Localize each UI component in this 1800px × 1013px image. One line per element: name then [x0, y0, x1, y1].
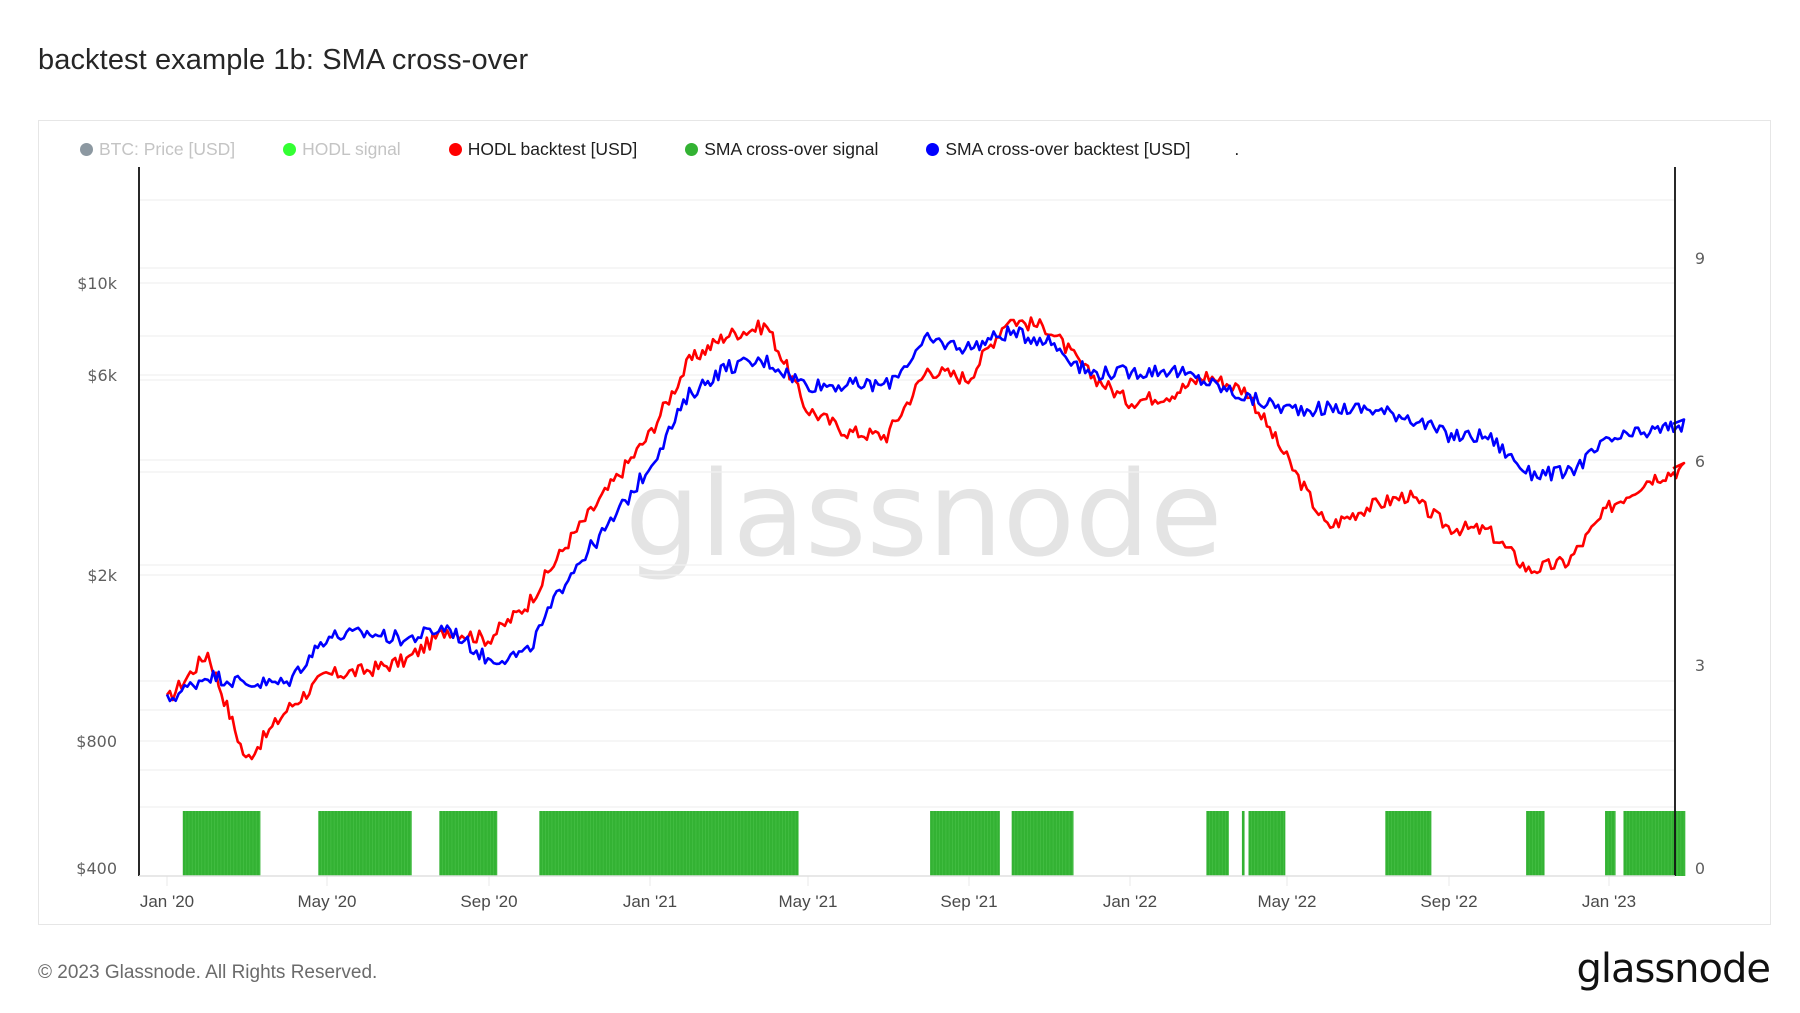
legend-dot-icon — [926, 142, 940, 156]
x-tick-label: Jan '23 — [1582, 892, 1636, 911]
x-tick-label: Sep '21 — [940, 892, 997, 911]
x-tick-label: Sep '22 — [1420, 892, 1477, 911]
x-tick-label: Jan '21 — [623, 892, 677, 911]
sma-signal-bars — [182, 811, 1686, 876]
legend-label: HODL backtest [USD] — [467, 138, 638, 159]
y-left-tick-label: $400 — [76, 859, 117, 878]
legend-item-hodl-backtest-usd[interactable]: HODL backtest [USD] — [448, 138, 638, 160]
glassnode-logo: glassnode — [1576, 946, 1771, 992]
legend-label: BTC: Price [USD] — [99, 138, 236, 159]
y-left-tick-label: $800 — [76, 732, 117, 751]
legend-item-sma-cross-over-signal[interactable]: SMA cross-over signal — [685, 139, 878, 160]
x-tick-label: Jan '22 — [1103, 892, 1157, 911]
x-tick-label: Sep '20 — [460, 892, 517, 911]
footer-copyright: © 2023 Glassnode. All Rights Reserved. — [38, 962, 378, 983]
page-title: backtest example 1b: SMA cross-over — [38, 44, 529, 76]
legend-label: HODL signal — [302, 138, 401, 159]
watermark: glassnode — [625, 445, 1222, 583]
x-tick-label: May '21 — [779, 892, 838, 911]
y-right-tick-label: 0 — [1695, 859, 1705, 878]
legend-label: SMA cross-over signal — [704, 138, 879, 159]
legend-trailing-text: . — [1234, 138, 1240, 159]
y-right-tick-label: 3 — [1695, 656, 1705, 675]
chart-legend: BTC: Price [USD] HODL signal HODL backtest… — [80, 138, 1239, 160]
chart-panel — [38, 120, 1771, 925]
legend-dot-icon — [685, 142, 699, 156]
legend-item-sma-cross-over-backtest-usd[interactable]: SMA cross-over backtest [USD] — [926, 139, 1190, 160]
legend-dot-icon — [283, 142, 297, 156]
y-right-tick-label: 6 — [1695, 452, 1705, 471]
legend-dot-icon — [448, 142, 462, 156]
y-left-tick-label: $6k — [87, 366, 117, 385]
x-tick-label: May '20 — [298, 892, 357, 911]
legend-item-btc-price-usd[interactable]: BTC: Price [USD] — [80, 139, 235, 160]
y-right-tick-label: 9 — [1695, 249, 1705, 268]
legend-dot-icon — [80, 142, 93, 156]
x-tick-label: May '22 — [1258, 892, 1317, 911]
x-tick-label: Jan '20 — [140, 892, 194, 911]
y-left-tick-label: $10k — [77, 274, 118, 293]
hodl-backtest-usd-line — [165, 316, 1686, 761]
sma-cross-over-backtest-usd-line — [165, 325, 1686, 703]
legend-item-hodl-signal[interactable]: HODL signal — [283, 139, 401, 160]
legend-label: SMA cross-over backtest [USD] — [945, 138, 1191, 159]
y-left-tick-label: $2k — [87, 566, 117, 585]
